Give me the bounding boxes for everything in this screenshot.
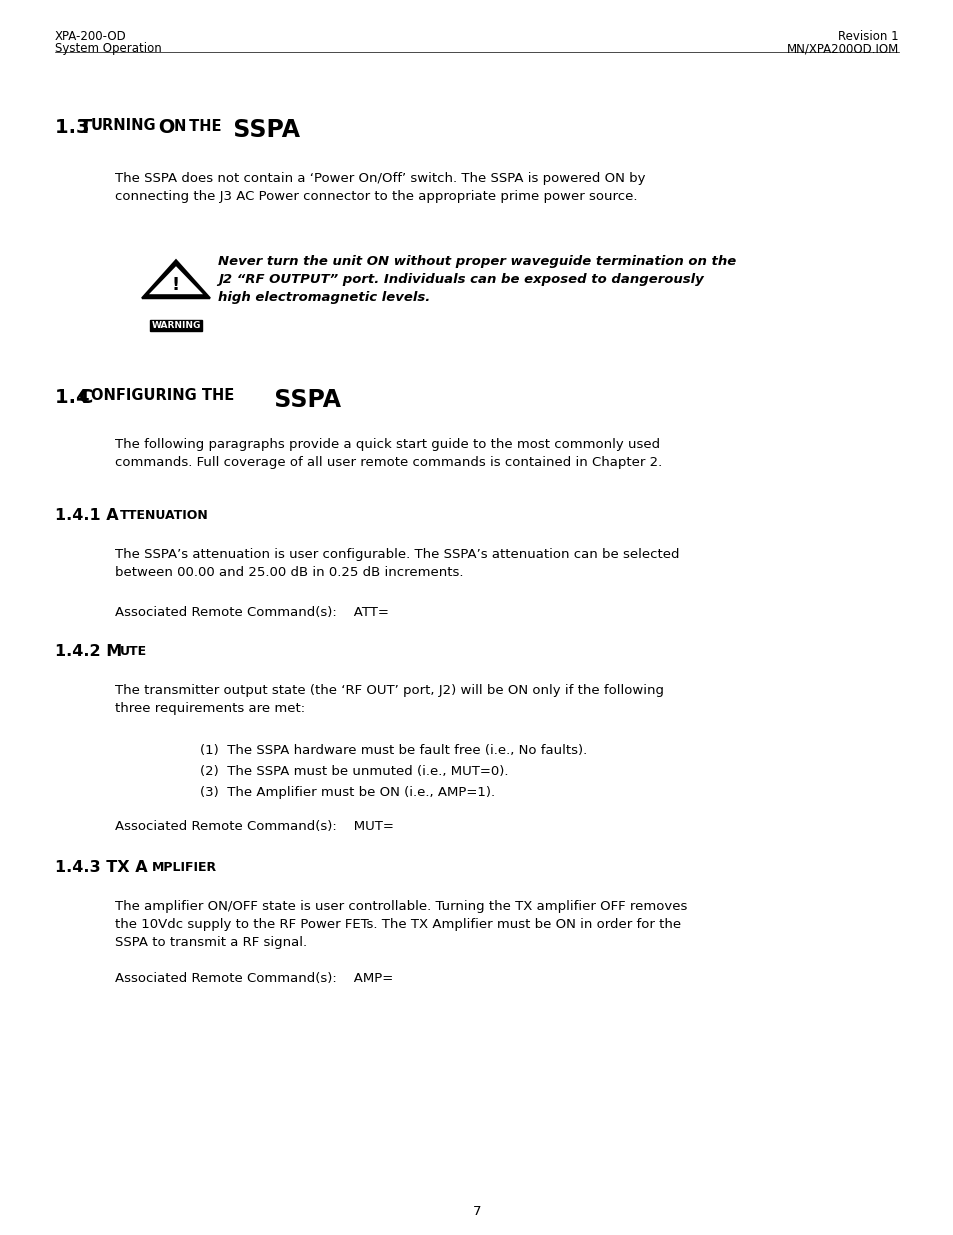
Text: THE: THE [184,119,221,135]
Text: SSPA: SSPA [266,388,340,412]
Text: WARNING: WARNING [152,321,200,330]
Text: 1.3: 1.3 [55,119,96,137]
Text: WARNING: WARNING [152,321,200,330]
Text: The following paragraphs provide a quick start guide to the most commonly used
c: The following paragraphs provide a quick… [115,438,661,469]
Text: 1.4.3 TX A: 1.4.3 TX A [55,860,148,876]
Text: Associated Remote Command(s):    AMP=: Associated Remote Command(s): AMP= [115,972,393,986]
Text: TTENUATION: TTENUATION [120,509,209,522]
Text: Associated Remote Command(s):    ATT=: Associated Remote Command(s): ATT= [115,606,389,619]
Text: URNING: URNING [91,119,156,133]
Text: UTE: UTE [120,645,147,658]
Text: C: C [79,388,93,408]
Text: Never turn the unit ON without proper waveguide termination on the
J2 “RF OUTPUT: Never turn the unit ON without proper wa… [218,254,736,304]
Text: (3)  The Amplifier must be ON (i.e., AMP=1).: (3) The Amplifier must be ON (i.e., AMP=… [200,785,495,799]
Text: The SSPA does not contain a ‘Power On/Off’ switch. The SSPA is powered ON by
con: The SSPA does not contain a ‘Power On/Of… [115,172,645,203]
Text: The SSPA’s attenuation is user configurable. The SSPA’s attenuation can be selec: The SSPA’s attenuation is user configura… [115,548,679,579]
Text: O: O [152,119,175,137]
Text: N: N [173,119,186,135]
Polygon shape [142,261,210,298]
Text: !: ! [172,275,180,294]
Text: The transmitter output state (the ‘RF OUT’ port, J2) will be ON only if the foll: The transmitter output state (the ‘RF OU… [115,684,663,715]
Text: 1.4.2 M: 1.4.2 M [55,643,122,659]
Text: ONFIGURING THE: ONFIGURING THE [91,388,234,403]
Polygon shape [149,267,203,294]
Text: SSPA: SSPA [225,119,299,142]
Text: The amplifier ON/OFF state is user controllable. Turning the TX amplifier OFF re: The amplifier ON/OFF state is user contr… [115,900,687,948]
Text: (2)  The SSPA must be unmuted (i.e., MUT=0).: (2) The SSPA must be unmuted (i.e., MUT=… [200,764,508,778]
Text: T: T [79,119,92,137]
Text: (1)  The SSPA hardware must be fault free (i.e., No faults).: (1) The SSPA hardware must be fault free… [200,743,587,757]
Text: 1.4: 1.4 [55,388,96,408]
Text: 1.4.1 A: 1.4.1 A [55,508,118,522]
Text: System Operation: System Operation [55,42,162,56]
Text: 7: 7 [473,1205,480,1218]
Text: XPA-200-OD: XPA-200-OD [55,30,127,43]
Text: Associated Remote Command(s):    MUT=: Associated Remote Command(s): MUT= [115,820,394,832]
Text: MN/XPA200OD.IOM: MN/XPA200OD.IOM [786,42,898,56]
Text: Revision 1: Revision 1 [838,30,898,43]
Text: MPLIFIER: MPLIFIER [152,861,217,874]
